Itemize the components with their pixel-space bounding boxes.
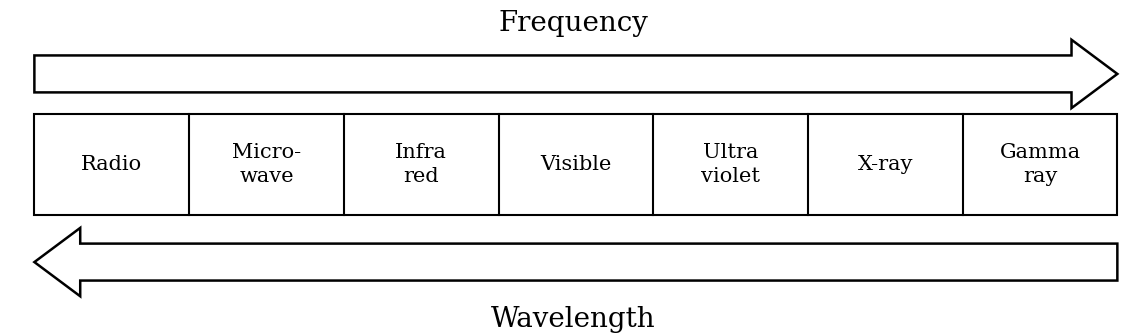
Text: Visible: Visible: [540, 155, 612, 174]
Polygon shape: [34, 40, 1117, 108]
Polygon shape: [34, 228, 1117, 296]
Text: Wavelength: Wavelength: [490, 306, 656, 333]
Text: Micro-
wave: Micro- wave: [231, 143, 301, 186]
Bar: [34, 114, 1117, 215]
Text: Gamma
ray: Gamma ray: [999, 143, 1081, 186]
Text: Infra
red: Infra red: [395, 143, 447, 186]
Text: Radio: Radio: [81, 155, 142, 174]
Text: X-ray: X-ray: [857, 155, 913, 174]
Text: Frequency: Frequency: [499, 10, 647, 37]
Text: Ultra
violet: Ultra violet: [701, 143, 760, 186]
